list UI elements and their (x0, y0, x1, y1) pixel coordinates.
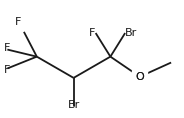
Bar (132, 70, 147, 83)
Text: F: F (4, 43, 10, 53)
Text: F: F (15, 17, 22, 27)
Text: F: F (89, 28, 95, 38)
Text: Br: Br (125, 28, 137, 38)
Text: O: O (135, 72, 144, 82)
Text: F: F (4, 65, 10, 75)
Text: Br: Br (68, 100, 80, 110)
Text: O: O (135, 72, 144, 82)
